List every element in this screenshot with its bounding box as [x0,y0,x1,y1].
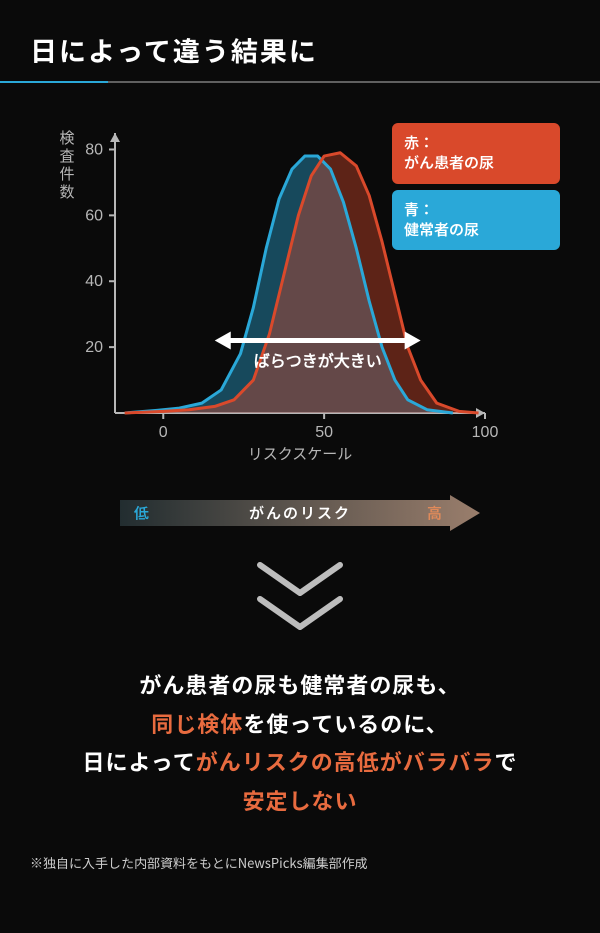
svg-text:80: 80 [85,141,103,158]
risk-scale-bar: 低 がんのリスク 高 [120,495,480,531]
legend-red-label: がん患者の尿 [404,152,494,173]
svg-text:40: 40 [85,273,103,290]
body-line2-highlight: 同じ検体 [151,707,243,739]
summary-text: がん患者の尿も健常者の尿も、 同じ検体を使っているのに、 日によってがんリスクの… [0,665,600,819]
down-chevrons-icon [0,559,600,637]
chart-legend: 赤： がん患者の尿 青： 健常者の尿 [392,123,560,256]
footnote: ※独自に入手した内部資料をもとにNewsPicks編集部作成 [0,853,600,872]
svg-text:数: 数 [59,184,74,201]
page-title: 日によって違う結果に [0,0,600,81]
risk-mid-label: がんのリスク [249,503,351,524]
distribution-chart: 0 50 100 20 40 60 80 ばらつきが大きいリスクスケール 検査件数 赤： がん患… [0,83,600,493]
legend-red: 赤： がん患者の尿 [392,123,560,184]
legend-blue-label: 健常者の尿 [404,219,479,240]
body-line2b: を使っているのに、 [243,707,448,739]
svg-text:20: 20 [85,339,103,356]
legend-blue-prefix: 青： [404,199,434,220]
svg-text:60: 60 [85,207,103,224]
svg-text:0: 0 [159,424,168,441]
legend-red-prefix: 赤： [404,132,434,153]
svg-text:ばらつきが大きい: ばらつきが大きい [254,352,382,371]
svg-text:リスクスケール: リスクスケール [248,446,353,463]
svg-text:件: 件 [59,166,74,183]
body-line3a: 日によって [82,745,195,777]
body-line3b: で [495,745,518,777]
legend-blue: 青： 健常者の尿 [392,190,560,251]
body-line3-highlight: がんリスクの高低がバラバラ [196,745,495,777]
svg-text:査: 査 [59,148,74,165]
body-line4-highlight: 安定しない [242,784,357,816]
risk-low-label: 低 [134,503,149,524]
svg-text:検: 検 [59,130,74,147]
svg-text:100: 100 [472,424,499,441]
body-line1: がん患者の尿も健常者の尿も、 [139,668,460,700]
risk-high-label: 高 [427,503,442,524]
svg-text:50: 50 [315,424,333,441]
